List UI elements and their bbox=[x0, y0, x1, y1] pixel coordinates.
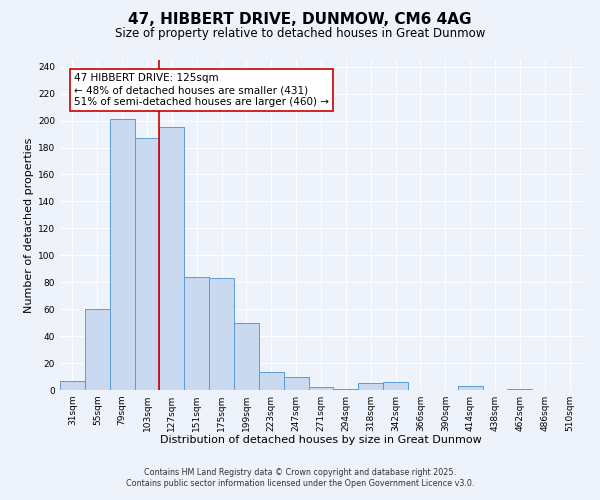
Bar bbox=[334, 388, 358, 390]
Bar bbox=[508, 388, 532, 390]
Text: 47 HIBBERT DRIVE: 125sqm
← 48% of detached houses are smaller (431)
51% of semi-: 47 HIBBERT DRIVE: 125sqm ← 48% of detach… bbox=[74, 74, 329, 106]
Bar bbox=[160, 128, 184, 390]
Y-axis label: Number of detached properties: Number of detached properties bbox=[24, 138, 34, 312]
Bar bbox=[60, 380, 85, 390]
Bar bbox=[209, 278, 234, 390]
Bar bbox=[259, 372, 284, 390]
Bar bbox=[308, 388, 334, 390]
Text: Size of property relative to detached houses in Great Dunmow: Size of property relative to detached ho… bbox=[115, 28, 485, 40]
Text: Contains HM Land Registry data © Crown copyright and database right 2025.
Contai: Contains HM Land Registry data © Crown c… bbox=[126, 468, 474, 487]
Text: 47, HIBBERT DRIVE, DUNMOW, CM6 4AG: 47, HIBBERT DRIVE, DUNMOW, CM6 4AG bbox=[128, 12, 472, 28]
Bar bbox=[134, 138, 160, 390]
Bar bbox=[234, 322, 259, 390]
Bar bbox=[184, 277, 209, 390]
Bar bbox=[284, 376, 308, 390]
Bar bbox=[110, 120, 134, 390]
Bar bbox=[358, 384, 383, 390]
X-axis label: Distribution of detached houses by size in Great Dunmow: Distribution of detached houses by size … bbox=[160, 436, 482, 446]
Bar bbox=[85, 309, 110, 390]
Bar bbox=[458, 386, 482, 390]
Bar bbox=[383, 382, 408, 390]
